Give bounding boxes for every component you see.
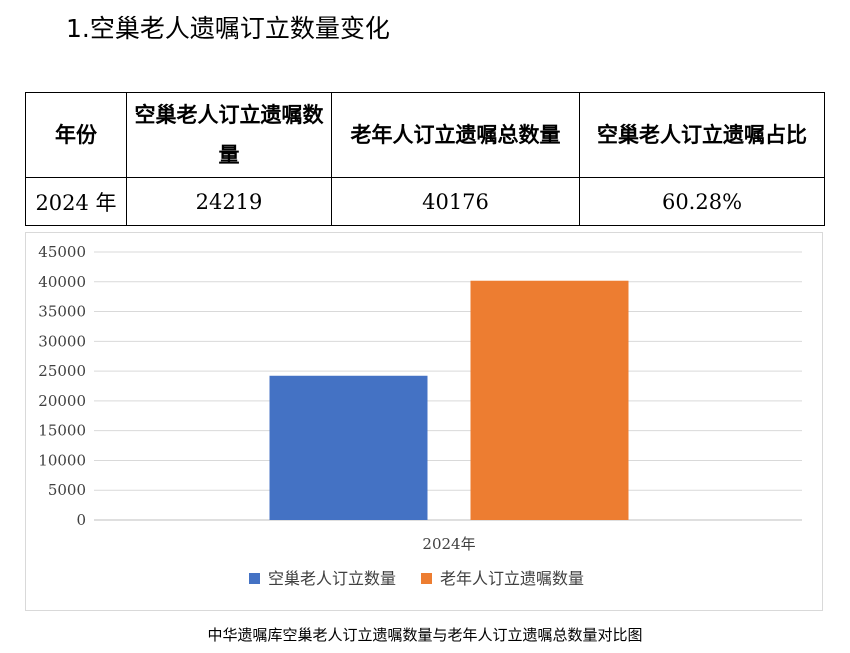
table-header-row: 年份 空巢老人订立遗嘱数量 老年人订立遗嘱总数量 空巢老人订立遗嘱占比 — [25, 92, 825, 178]
data-table: 年份 空巢老人订立遗嘱数量 老年人订立遗嘱总数量 空巢老人订立遗嘱占比 2024… — [25, 92, 825, 226]
x-tick-label: 2024年 — [422, 535, 475, 553]
y-tick-label: 15000 — [38, 422, 86, 440]
y-tick-label: 5000 — [48, 481, 86, 499]
bar-chart: 0 5000 10000 15000 20000 25000 30000 35000 40000… — [25, 232, 823, 611]
header-empty-nest-count: 空巢老人订立遗嘱数量 — [126, 92, 332, 178]
y-tick-label: 25000 — [38, 362, 86, 380]
legend-swatch — [421, 573, 432, 584]
header-year: 年份 — [25, 92, 127, 178]
y-tick-label: 10000 — [38, 451, 86, 469]
legend-label: 老年人订立遗嘱数量 — [440, 569, 584, 588]
bar-empty-nest — [269, 375, 428, 520]
y-tick-label: 35000 — [38, 303, 86, 321]
table-row: 2024 年 24219 40176 60.28% — [25, 177, 825, 226]
bar-total — [470, 280, 629, 520]
y-tick-label: 20000 — [38, 392, 86, 410]
header-total-count: 老年人订立遗嘱总数量 — [331, 92, 580, 178]
legend-swatch — [249, 573, 260, 584]
y-tick-label: 0 — [76, 511, 86, 529]
figure-caption: 中华遗嘱库空巢老人订立遗嘱数量与老年人订立遗嘱总数量对比图 — [207, 626, 643, 644]
y-tick-label: 45000 — [38, 243, 86, 261]
y-tick-label: 30000 — [38, 332, 86, 350]
header-ratio: 空巢老人订立遗嘱占比 — [579, 92, 825, 178]
y-tick-label: 40000 — [38, 273, 86, 291]
cell-year: 2024 年 — [25, 177, 127, 226]
cell-ratio: 60.28% — [579, 177, 825, 226]
chart-svg: 0 5000 10000 15000 20000 25000 30000 35000 40000… — [38, 243, 802, 588]
cell-empty-nest-count: 24219 — [126, 177, 332, 226]
cell-total-count: 40176 — [331, 177, 580, 226]
section-heading: 1.空巢老人遗嘱订立数量变化 — [66, 14, 390, 43]
legend-label: 空巢老人订立数量 — [268, 569, 396, 588]
